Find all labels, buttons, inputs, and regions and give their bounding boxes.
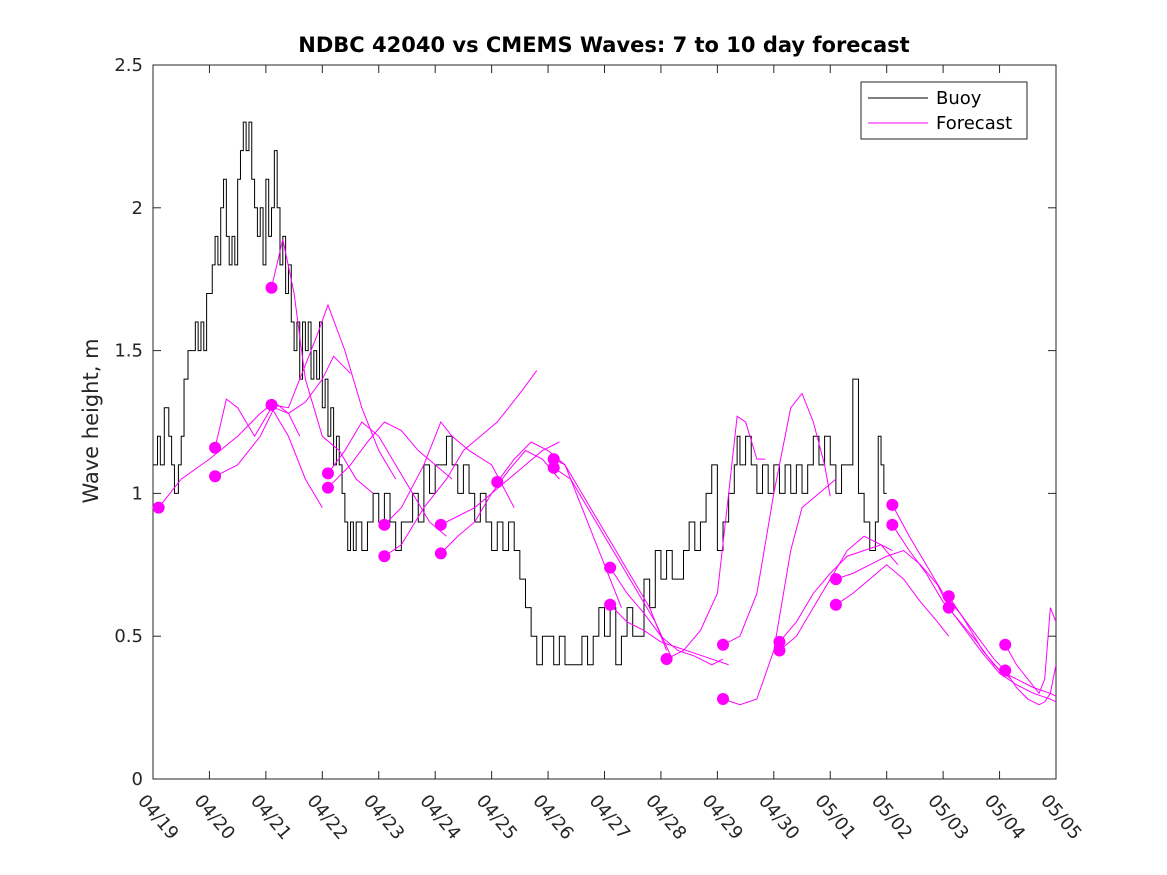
forecast-series-line-21: [779, 535, 899, 651]
forecast-start-marker-4: [265, 398, 278, 411]
chart-title: NDBC 42040 vs CMEMS Waves: 7 to 10 day f…: [298, 33, 909, 57]
forecast-start-marker-2: [209, 470, 222, 483]
forecast-start-marker-18: [717, 693, 730, 706]
x-tick-label-7: 04/26: [528, 791, 577, 844]
x-tick-label-2: 04/21: [246, 791, 295, 844]
forecast-series-line-1: [158, 401, 301, 508]
plot-area: [152, 64, 1057, 780]
legend-box: [860, 81, 1028, 140]
forecast-series-line-18: [722, 392, 831, 646]
forecast-series-line-7: [327, 421, 453, 489]
x-tick-label-13: 05/02: [867, 791, 916, 844]
x-tick-label-9: 04/28: [641, 791, 690, 844]
forecast-start-marker-20: [773, 644, 786, 657]
y-tick-label-1: 0.5: [114, 626, 143, 647]
y-tick-label-3: 1.5: [114, 341, 143, 362]
forecast-start-marker-27: [999, 638, 1012, 651]
forecast-start-marker-9: [434, 518, 447, 531]
forecast-series-line-4: [271, 239, 374, 494]
x-tick-label-11: 04/30: [754, 791, 803, 844]
y-axis-label: Wave height, m: [79, 338, 103, 503]
forecast-start-marker-10: [434, 547, 447, 560]
forecast-start-marker-0: [152, 501, 165, 514]
forecast-start-marker-28: [999, 664, 1012, 677]
forecast-start-marker-12: [547, 453, 560, 466]
forecast-start-marker-11: [491, 475, 504, 488]
forecast-series-line-5: [271, 303, 397, 480]
x-tick-label-16: 05/05: [1036, 791, 1085, 844]
forecast-start-marker-26: [942, 601, 955, 614]
forecast-start-marker-23: [886, 498, 899, 511]
forecast-start-marker-1: [209, 441, 222, 454]
x-tick-label-0: 04/19: [133, 791, 182, 844]
forecast-start-marker-15: [604, 598, 617, 611]
forecast-series-line-17: [666, 415, 766, 660]
forecast-start-marker-24: [886, 518, 899, 531]
forecast-start-marker-22: [829, 598, 842, 611]
legend-buoy-label: Buoy: [936, 88, 982, 109]
forecast-series-line-15: [609, 567, 724, 666]
forecast-series-line-13: [553, 458, 668, 651]
y-tick-label-2: 1: [132, 483, 143, 504]
forecast-start-marker-25: [942, 590, 955, 603]
forecast-series-line-3: [214, 355, 351, 477]
forecast-start-marker-21: [829, 573, 842, 586]
buoy-series-line: [153, 121, 887, 666]
forecast-start-marker-17: [717, 638, 730, 651]
x-tick-label-3: 04/22: [302, 791, 351, 844]
forecast-series-line-8: [384, 421, 515, 526]
forecast-series-line-22: [835, 549, 950, 608]
forecast-series-line-9: [384, 370, 538, 557]
x-tick-label-12: 05/01: [810, 791, 859, 844]
forecast-start-marker-8: [378, 550, 391, 563]
y-tick-label-0: 0: [132, 769, 143, 790]
x-tick-label-10: 04/29: [698, 791, 747, 844]
forecast-series-line-19: [722, 478, 837, 706]
x-tick-label-8: 04/27: [585, 791, 634, 844]
forecast-start-marker-5: [321, 467, 334, 480]
y-tick-label-5: 2.5: [114, 55, 143, 76]
forecast-start-marker-13: [547, 461, 560, 474]
x-tick-label-15: 05/04: [980, 791, 1029, 844]
legend-forecast-label: Forecast: [936, 113, 1012, 134]
forecast-series-line-23: [835, 564, 950, 637]
forecast-series-line-28: [1004, 607, 1056, 695]
forecast-start-marker-19: [773, 635, 786, 648]
x-tick-label-6: 04/25: [472, 791, 521, 844]
forecast-start-marker-3: [265, 281, 278, 294]
forecast-series-line-14: [553, 467, 673, 660]
forecast-start-marker-16: [660, 653, 673, 666]
y-tick-label-4: 2: [132, 198, 143, 219]
x-tick-label-5: 04/24: [415, 791, 464, 844]
x-tick-label-4: 04/23: [359, 791, 408, 844]
forecast-series-line-6: [327, 421, 447, 537]
forecast-series-line-29: [1004, 664, 1056, 706]
forecast-start-marker-6: [321, 481, 334, 494]
x-tick-label-1: 04/20: [190, 791, 239, 844]
x-tick-label-14: 05/03: [923, 791, 972, 844]
forecast-series-line-2: [214, 398, 323, 508]
forecast-start-marker-14: [604, 561, 617, 574]
marker-layer: [152, 281, 1012, 706]
legend: Buoy Forecast: [860, 81, 1028, 140]
forecast-series-line-16: [609, 604, 729, 666]
forecast-start-marker-7: [378, 518, 391, 531]
